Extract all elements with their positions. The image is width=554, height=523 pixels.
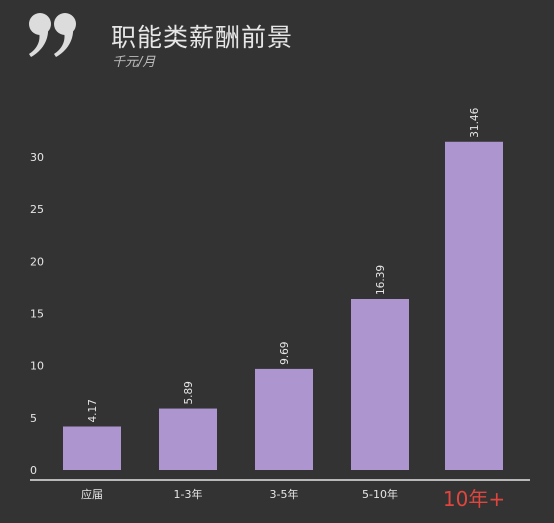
category-label: 应届 <box>81 487 103 501</box>
y-tick-label: 5 <box>30 412 37 425</box>
y-tick-label: 25 <box>30 203 44 216</box>
bar <box>255 368 313 470</box>
value-label: 16.39 <box>375 265 387 295</box>
quote-icon <box>29 13 76 57</box>
bar <box>159 408 217 470</box>
y-tick-label: 30 <box>30 151 44 164</box>
bar <box>63 426 121 470</box>
category-labels: 应届 1-3年 3-5年 5-10年 10年+ <box>81 487 505 511</box>
bar <box>351 298 409 470</box>
chart-title: 职能类薪酬前景 <box>111 23 294 52</box>
value-label: 5.89 <box>183 381 195 404</box>
bars <box>63 141 503 470</box>
value-label: 4.17 <box>87 399 99 422</box>
category-label: 1-3年 <box>174 487 203 501</box>
chart-subtitle: 千元/月 <box>112 55 156 70</box>
category-label: 10年+ <box>443 487 505 511</box>
y-tick-label: 0 <box>30 464 37 477</box>
value-label: 31.46 <box>469 107 481 137</box>
category-label: 5-10年 <box>362 487 398 501</box>
y-tick-label: 10 <box>30 360 44 373</box>
value-label: 9.69 <box>279 342 291 365</box>
y-tick-label: 20 <box>30 255 44 268</box>
bar <box>445 141 503 470</box>
value-labels: 4.17 5.89 9.69 16.39 31.46 <box>87 107 481 422</box>
category-label: 3-5年 <box>270 487 299 501</box>
y-tick-label: 15 <box>30 308 44 321</box>
y-tick-labels: 0 5 10 15 20 25 30 <box>30 151 44 477</box>
